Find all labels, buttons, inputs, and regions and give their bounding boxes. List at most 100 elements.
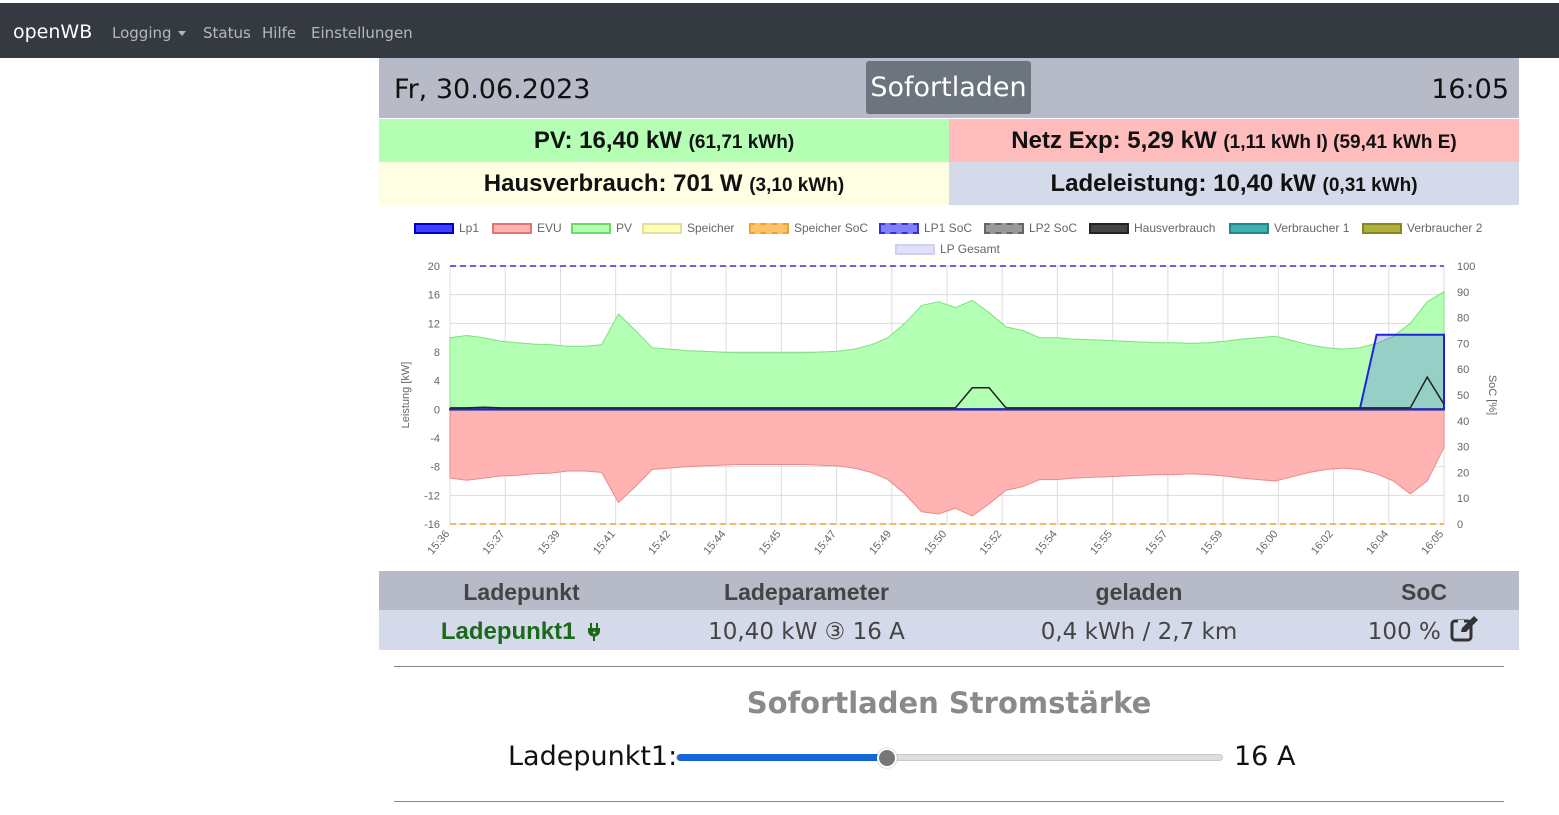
y2-tick-label: 60	[1457, 364, 1469, 376]
charge-energy-value: (0,31 kWh)	[1322, 175, 1418, 196]
y2-tick-label: 20	[1457, 467, 1469, 479]
col-ladeparameter: Ladeparameter	[724, 579, 889, 605]
navbar: openWB Logging Status Hilfe Einstellunge…	[0, 3, 1559, 58]
nav-logging-dropdown[interactable]: Logging	[112, 24, 186, 42]
series-hausverbrauch	[450, 375, 1445, 409]
status-header: Fr, 30.06.2023 Sofortladen 16:05	[379, 58, 1519, 118]
y2-tick-label: 0	[1457, 519, 1463, 531]
current-slider[interactable]	[676, 748, 1223, 768]
y-tick-label: 8	[434, 347, 440, 359]
legend-item-lp1[interactable]: Lp1	[414, 221, 479, 235]
legend-label: Speicher SoC	[794, 221, 869, 235]
legend-label: Verbraucher 2	[1407, 221, 1483, 235]
legend-swatch	[1089, 223, 1129, 235]
legend-swatch	[492, 223, 532, 235]
x-tick-label: 15:44	[702, 528, 729, 557]
x-tick-label: 16:02	[1309, 528, 1336, 557]
legend-label: LP2 SoC	[1029, 221, 1078, 235]
legend-item-hausverbrauch[interactable]: Hausverbrauch	[1089, 221, 1215, 235]
current-time: 16:05	[1431, 74, 1509, 105]
chargepoint-table-header: Ladepunkt Ladeparameter geladen SoC	[379, 571, 1519, 610]
soc-cell: 100 %	[1329, 610, 1519, 650]
y-tick-label: -8	[430, 462, 440, 474]
power-chart: Lp1 EVU PV Speicher Speicher SoC LP1 SoC LP2 S…	[379, 205, 1519, 570]
y2-tick-label: 80	[1457, 313, 1469, 325]
legend-item-lp-gesamt[interactable]: LP Gesamt	[895, 242, 1000, 256]
legend-swatch	[749, 223, 789, 235]
legend-item-speicher-soc[interactable]: Speicher SoC	[749, 221, 868, 235]
brand-link[interactable]: openWB	[13, 21, 93, 43]
legend-item-lp2-soc[interactable]: LP2 SoC	[984, 221, 1077, 235]
x-tick-label: 15:55	[1088, 528, 1115, 557]
nav-status[interactable]: Status	[203, 24, 251, 42]
legend-item-speicher[interactable]: Speicher	[642, 221, 734, 235]
col-geladen: geladen	[1095, 579, 1183, 605]
chargepoint-name[interactable]: Ladepunkt1	[379, 610, 664, 650]
x-tick-label: 15:41	[591, 528, 618, 557]
house-energy-value: (3,10 kWh)	[749, 175, 845, 196]
charge-params: 10,40 kW ③ 16 A	[708, 619, 905, 645]
legend-swatch	[414, 223, 454, 235]
x-tick-label: 15:45	[757, 528, 784, 557]
y2-tick-label: 50	[1457, 390, 1469, 402]
charged-energy: 0,4 kWh / 2,7 km	[1040, 619, 1238, 645]
slider-handle[interactable]	[877, 748, 898, 768]
x-tick-label: 15:36	[425, 528, 452, 557]
legend-item-pv[interactable]: PV	[571, 221, 632, 235]
legend-label: EVU	[537, 221, 562, 235]
y2-tick-label: 40	[1457, 416, 1469, 428]
legend-label: Speicher	[687, 221, 735, 235]
x-tick-label: 15:59	[1199, 528, 1226, 557]
plug-icon	[588, 623, 601, 641]
y2-tick-label: 100	[1457, 261, 1475, 273]
y-tick-label: 20	[428, 261, 440, 273]
table-row: Ladepunkt1 10,40 kW ③ 16 A 0,4 kWh / 2,7…	[379, 610, 1519, 650]
divider-top	[394, 666, 1504, 667]
legend-label: LP Gesamt	[940, 242, 1000, 256]
slider-fill	[677, 754, 888, 761]
grid-power-value: Netz Exp: 5,29 kW	[1011, 127, 1217, 154]
col-ladepunkt: Ladepunkt	[463, 579, 580, 605]
legend-item-lp1-soc[interactable]: LP1 SoC	[879, 221, 972, 235]
legend-item-verbraucher-1[interactable]: Verbraucher 1	[1229, 221, 1349, 235]
current-date: Fr, 30.06.2023	[394, 74, 591, 105]
slider-value: 16 A	[1234, 741, 1296, 772]
legend-label: PV	[616, 221, 633, 235]
pv-power-cell: PV: 16,40 kW (61,71 kWh)	[379, 119, 949, 162]
legend-item-evu[interactable]: EVU	[492, 221, 562, 235]
series-pv-area	[449, 290, 1445, 410]
x-tick-label: 15:50	[922, 528, 949, 557]
y2-tick-label: 70	[1457, 338, 1469, 350]
y-tick-label: 12	[428, 318, 440, 330]
x-tick-label: 15:42	[646, 528, 673, 557]
pv-power-value: PV: 16,40 kW	[533, 127, 682, 154]
y2-tick-label: 10	[1457, 493, 1469, 505]
caret-down-icon	[177, 31, 186, 36]
x-tick-label: 15:39	[536, 528, 563, 557]
charge-mode-button[interactable]: Sofortladen	[866, 61, 1031, 114]
x-tick-label: 15:54	[1033, 528, 1060, 557]
legend-label: Hausverbrauch	[1134, 221, 1216, 235]
y2-tick-label: 30	[1457, 442, 1469, 454]
legend-swatch	[984, 223, 1024, 235]
slider-label: Ladepunkt1:	[508, 741, 678, 772]
edit-icon[interactable]	[1450, 616, 1480, 642]
legend-item-verbraucher-2[interactable]: Verbraucher 2	[1362, 221, 1482, 235]
nav-hilfe[interactable]: Hilfe	[262, 24, 297, 42]
legend-swatch	[642, 223, 682, 235]
x-tick-label: 16:04	[1364, 528, 1391, 557]
x-tick-label: 15:52	[978, 528, 1005, 557]
x-tick-label: 15:49	[867, 528, 894, 557]
legend-swatch	[895, 244, 935, 256]
col-soc: SoC	[1401, 579, 1447, 605]
pv-energy-value: (61,71 kWh)	[688, 132, 795, 153]
y2-axis-label: SoC [%]	[1486, 375, 1498, 415]
nav-einstellungen[interactable]: Einstellungen	[311, 24, 413, 42]
chargepoint-name-label: Ladepunkt1	[440, 618, 576, 645]
y-tick-label: 0	[434, 404, 440, 416]
legend-label: Verbraucher 1	[1274, 221, 1350, 235]
legend-swatch	[879, 223, 919, 235]
divider-bottom	[394, 801, 1504, 802]
grid-energy-value: (1,11 kWh I) (59,41 kWh E)	[1223, 132, 1457, 153]
x-tick-label: 16:00	[1254, 528, 1281, 557]
